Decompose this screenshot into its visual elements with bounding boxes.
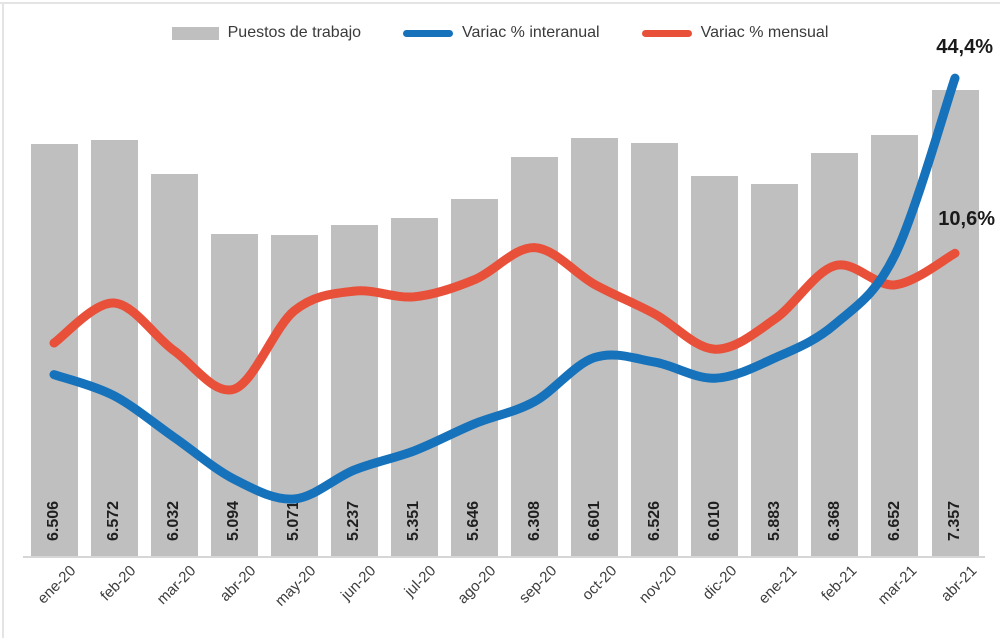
x-axis-label-sep-20: sep-20	[515, 562, 560, 607]
mensual-line	[49, 243, 960, 395]
plot-area: 6.506 6.572 6.032 5.094 5.071 5.237 5.351 5.646…	[30, 73, 985, 557]
x-axis-label-feb-20: feb-20	[97, 562, 140, 605]
left-border-line	[2, 2, 4, 638]
bar-dic-20	[691, 175, 739, 557]
x-axis-label-ene-21: ene-21	[755, 562, 801, 608]
x-axis-labels: ene-20 feb-20 mar-20 abr-20 may-20 jun-20 jul-…	[30, 562, 985, 633]
interanual-line	[49, 73, 960, 504]
x-axis-label-abr-20: abr-20	[216, 562, 260, 605]
x-axis-label-ago-20: ago-20	[454, 562, 500, 608]
x-axis-label-ene-20: ene-20	[34, 562, 80, 608]
bar-jun-20	[330, 224, 378, 557]
legend-label-interanual: Variac % interanual	[462, 24, 600, 41]
interanual-line-swatch	[403, 29, 454, 37]
x-axis-label-nov-20: nov-20	[635, 562, 681, 607]
bar-feb-21	[811, 153, 859, 557]
x-axis-line	[23, 556, 985, 558]
x-axis-label-mar-20: mar-20	[153, 562, 200, 608]
legend-item-puestos: Puestos de trabajo	[171, 24, 362, 42]
mensual-line-swatch	[641, 29, 692, 37]
legend-item-mensual: Variac % mensual	[641, 24, 829, 42]
mensual-end-annotation: 10,6%	[938, 208, 995, 230]
interanual-end-annotation: 44,4%	[936, 36, 993, 58]
top-border-line	[0, 2, 1000, 4]
x-axis-label-abr-21: abr-21	[937, 562, 981, 605]
bar-feb-20	[90, 140, 138, 557]
legend-label-puestos: Puestos de trabajo	[227, 24, 362, 41]
x-axis-label-feb-21: feb-21	[818, 562, 861, 605]
legend-item-interanual: Variac % interanual	[403, 24, 600, 42]
x-axis-label-jul-20: jul-20	[401, 562, 440, 601]
legend: Puestos de trabajo Variac % interanual V…	[0, 20, 1000, 46]
bar-sep-20	[511, 156, 559, 557]
x-axis-label-mar-21: mar-21	[874, 562, 921, 608]
x-axis-label-oct-20: oct-20	[578, 562, 620, 604]
legend-label-mensual: Variac % mensual	[700, 24, 829, 41]
x-axis-label-dic-20: dic-20	[699, 562, 741, 604]
bar-jul-20	[390, 217, 438, 557]
bar-abr-21	[931, 90, 979, 557]
bar-ene-20	[30, 144, 78, 557]
bar-abr-20	[210, 233, 258, 557]
x-axis-label-may-20: may-20	[272, 562, 320, 610]
bar-ago-20	[450, 198, 498, 557]
bar-ene-21	[751, 183, 799, 557]
bar-series-swatch	[171, 26, 219, 40]
line-series-layer	[49, 73, 960, 504]
bar-oct-20	[571, 138, 619, 557]
bar-nov-20	[631, 143, 679, 557]
x-axis-label-jun-20: jun-20	[338, 562, 380, 604]
